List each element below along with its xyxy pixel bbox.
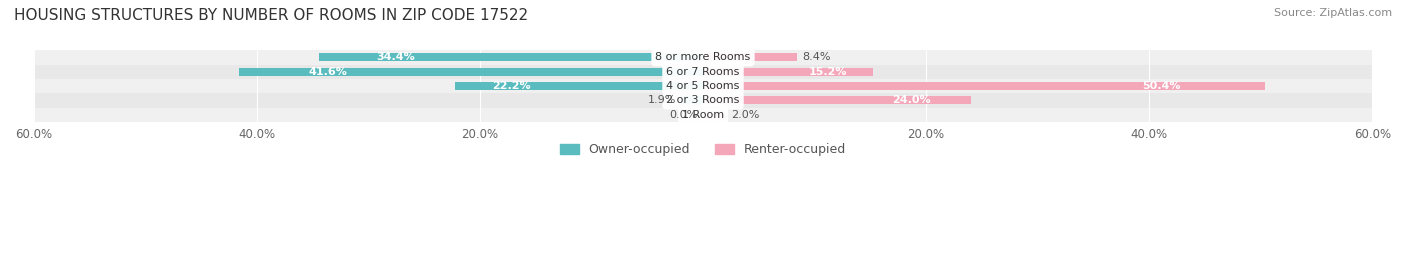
Bar (34, 50, 1372, 65)
Bar (34, 65, 1372, 79)
Text: 4 or 5 Rooms: 4 or 5 Rooms (666, 81, 740, 91)
Text: 1.9%: 1.9% (648, 95, 676, 105)
Text: Source: ZipAtlas.com: Source: ZipAtlas.com (1274, 8, 1392, 18)
Text: 24.0%: 24.0% (891, 95, 931, 105)
Bar (34, 79, 1372, 93)
Bar (239, 68, 703, 76)
Bar (682, 97, 703, 104)
Bar (34, 93, 1372, 108)
Text: HOUSING STRUCTURES BY NUMBER OF ROOMS IN ZIP CODE 17522: HOUSING STRUCTURES BY NUMBER OF ROOMS IN… (14, 8, 529, 23)
Bar (703, 97, 970, 104)
Text: 2.0%: 2.0% (731, 110, 759, 120)
Bar (319, 53, 703, 61)
Bar (456, 82, 703, 90)
Text: 15.2%: 15.2% (808, 67, 848, 77)
Text: 6 or 7 Rooms: 6 or 7 Rooms (666, 67, 740, 77)
Text: 2 or 3 Rooms: 2 or 3 Rooms (666, 95, 740, 105)
Text: 50.4%: 50.4% (1143, 81, 1181, 91)
Text: 8 or more Rooms: 8 or more Rooms (655, 52, 751, 62)
Text: 0.0%: 0.0% (669, 110, 697, 120)
Bar (703, 111, 725, 119)
Text: 34.4%: 34.4% (377, 52, 416, 62)
Bar (34, 108, 1372, 122)
Text: 1 Room: 1 Room (682, 110, 724, 120)
Bar (703, 68, 873, 76)
Legend: Owner-occupied, Renter-occupied: Owner-occupied, Renter-occupied (555, 138, 851, 161)
Bar (703, 82, 1265, 90)
Text: 41.6%: 41.6% (308, 67, 347, 77)
Text: 8.4%: 8.4% (803, 52, 831, 62)
Bar (703, 53, 797, 61)
Text: 22.2%: 22.2% (492, 81, 531, 91)
